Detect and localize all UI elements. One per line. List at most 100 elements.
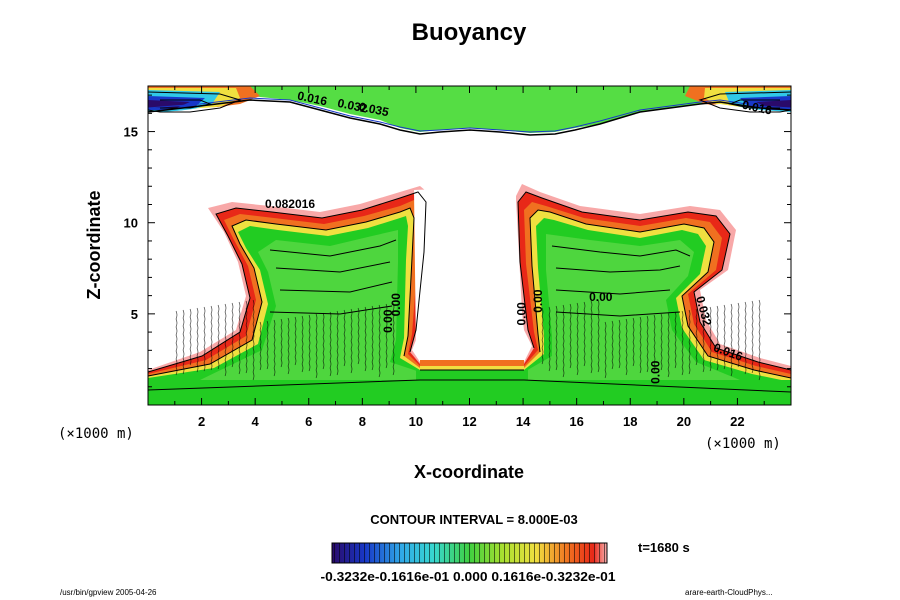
- contour-ripple-line: [737, 302, 740, 368]
- footer-left: /usr/bin/gpview 2005-04-26: [60, 588, 157, 597]
- x-tick-label: 20: [677, 414, 691, 429]
- contour-ripples: [175, 299, 761, 381]
- y-axis-label: Z-coordinate: [84, 190, 104, 299]
- contour-ripple-line: [231, 302, 234, 368]
- contour-ripple-line: [548, 306, 551, 372]
- contour-ripple-line: [182, 309, 185, 375]
- contour-interval-text: CONTOUR INTERVAL = 8.000E-03: [370, 512, 577, 527]
- x-tick-label: 14: [516, 414, 531, 429]
- contour-ripple-line: [653, 314, 656, 372]
- contour-ripple-line: [632, 317, 635, 367]
- contour-ripple-line: [189, 308, 192, 366]
- contour-ripple-line: [674, 311, 677, 369]
- y-tick-label: 10: [124, 216, 138, 231]
- contour-label: 0.032: [336, 96, 369, 116]
- contour-ripple-line: [625, 318, 628, 376]
- contour-ripple-line: [646, 315, 649, 373]
- contour-ripple-line: [541, 307, 544, 365]
- contour-ripple-line: [667, 312, 670, 378]
- contour-ripple-line: [308, 314, 311, 372]
- contour-ripple-line: [378, 304, 381, 378]
- contour-ripple-line: [322, 312, 325, 370]
- contour-label: 0.016: [741, 98, 774, 118]
- x-unit-label: (×1000 m): [705, 436, 781, 452]
- contour-label: 0.035: [358, 99, 391, 119]
- contour-ripple-line: [555, 305, 558, 371]
- x-tick-label: 22: [730, 414, 744, 429]
- z-unit-label: (×1000 m): [58, 426, 134, 442]
- contour-ripple-line: [569, 303, 572, 369]
- top-layer-fill: [148, 86, 791, 133]
- colorbar: [331, 542, 608, 564]
- contour-ripple-line: [371, 305, 374, 371]
- x-tick-label: 4: [252, 414, 260, 429]
- contour-ripple-line: [590, 300, 593, 374]
- contour-ripple-line: [562, 304, 565, 378]
- footer-right: arare-earth-CloudPhys...: [685, 588, 773, 597]
- y-axis-ticks: 5 10 15: [124, 94, 791, 388]
- contour-ripple-line: [611, 320, 614, 370]
- contour-ripple-line: [329, 311, 332, 377]
- time-label: t=1680 s: [638, 540, 690, 555]
- contour-ripple-line: [217, 304, 220, 370]
- x-tick-label: 2: [198, 414, 205, 429]
- contour-ripple-line: [744, 301, 747, 375]
- contour-ripple-line: [681, 310, 684, 376]
- contour-ripple-line: [597, 299, 600, 373]
- x-axis-ticks: 2 4 6 8 10 12 14 16 18 20 22: [174, 86, 765, 429]
- y-tick-label: 5: [131, 307, 138, 322]
- contour-ripple-line: [364, 306, 367, 372]
- x-tick-label: 6: [305, 414, 312, 429]
- contour-label: 0.00: [589, 290, 613, 304]
- contour-ripple-line: [252, 299, 255, 381]
- contour-label: 0.00: [531, 289, 545, 313]
- contour-ripple-line: [210, 305, 213, 371]
- contour-ripple-line: [385, 303, 388, 369]
- contour-ripple-line: [175, 310, 178, 376]
- contour-ripple-line: [280, 318, 283, 368]
- contour-lines: [148, 91, 791, 393]
- contour-ripple-line: [315, 313, 318, 379]
- contour-ripple-line: [224, 303, 227, 377]
- contour-label: 0.00: [649, 360, 663, 384]
- contour-label: 0.00: [389, 293, 403, 317]
- contour-ripple-line: [196, 307, 199, 373]
- y-tick-label: 15: [124, 125, 138, 140]
- contour-ripple-line: [702, 307, 705, 373]
- contour-ripple-line: [583, 301, 586, 367]
- contour-ripple-line: [716, 305, 719, 371]
- contour-ripple-line: [336, 310, 339, 376]
- colorbar-labels: -0.3232e-0.1616e-01 0.000 0.1616e-0.3232…: [321, 569, 616, 584]
- contour-fill-layer: [148, 86, 791, 405]
- contour-ripple-line: [723, 304, 726, 370]
- contour-label: 0.00: [515, 302, 529, 326]
- contour-ripple-line: [576, 302, 579, 376]
- x-tick-label: 16: [569, 414, 583, 429]
- contour-label: 0.082016: [265, 197, 315, 211]
- x-tick-label: 18: [623, 414, 637, 429]
- contour-ripple-line: [350, 308, 353, 374]
- contour-ripple-line: [392, 302, 395, 376]
- contour-ripple-line: [245, 300, 248, 374]
- contour-ripple-line: [709, 306, 712, 372]
- contour-ripple-line: [238, 301, 241, 375]
- contour-ripple-line: [639, 316, 642, 374]
- contour-ripple-line: [758, 299, 761, 381]
- contour-label: 0.00: [381, 309, 395, 333]
- x-tick-label: 8: [359, 414, 366, 429]
- contour-ripple-line: [695, 308, 698, 366]
- contour-ripple-line: [203, 306, 206, 372]
- contour-ripple-line: [357, 307, 360, 365]
- contour-ripple-line: [287, 317, 290, 375]
- contour-label: 0.016: [296, 89, 329, 109]
- contour-ripple-line: [301, 315, 304, 373]
- contour-ripple-line: [688, 309, 691, 375]
- contour-ripple-line: [730, 303, 733, 377]
- x-tick-label: 12: [462, 414, 476, 429]
- contour-ripple-line: [618, 319, 621, 369]
- contour-ripple-line: [294, 316, 297, 366]
- x-tick-label: 10: [409, 414, 423, 429]
- chart-title: Buoyancy: [412, 19, 527, 46]
